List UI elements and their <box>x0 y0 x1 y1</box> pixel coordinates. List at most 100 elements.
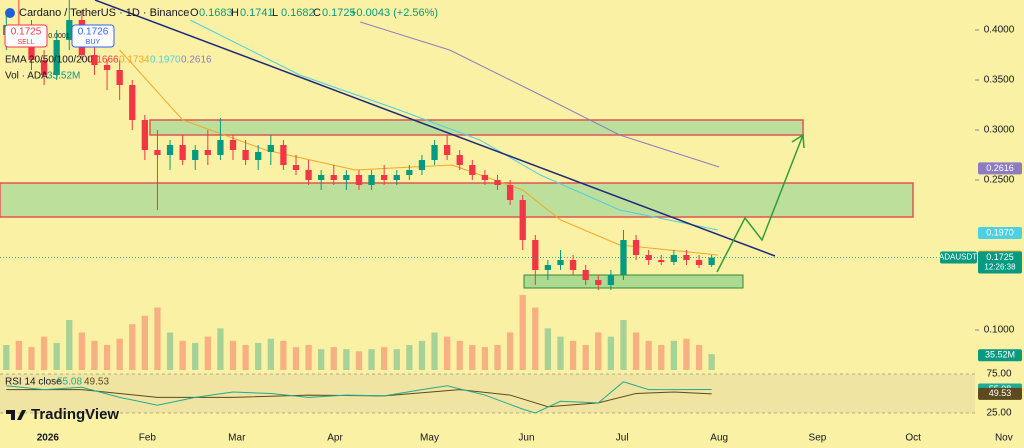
ema-line <box>360 21 720 168</box>
rsi-value: 55.08 <box>57 377 82 388</box>
candle-body <box>456 155 463 165</box>
ohlc-value: 0.1682 <box>281 7 315 19</box>
candle-body <box>66 20 73 40</box>
candle-body <box>532 240 539 270</box>
volume-bar <box>582 345 589 370</box>
candle-body <box>166 145 174 155</box>
axes: 75.00 25.00 0.4000 0.3500 0.3000 0.2500 0.1000… <box>37 25 1022 444</box>
rsi-line <box>6 381 712 414</box>
candle-body <box>355 175 363 185</box>
chart-title: Cardano / TetherUS · 1D · Binance <box>19 7 189 19</box>
candle-body <box>255 152 262 160</box>
ema-line <box>119 49 718 256</box>
volume-bar <box>381 347 388 370</box>
volume-bar <box>443 336 451 370</box>
candle-body <box>582 270 589 280</box>
candle-body <box>494 180 501 185</box>
ohlc-value: 0.1741 <box>240 7 274 19</box>
y-tick-label: 0.4000 <box>984 25 1015 36</box>
candle-body <box>658 260 665 262</box>
arrow-head <box>791 133 805 149</box>
volume-bar <box>179 340 186 370</box>
candle-body <box>607 275 615 285</box>
volume-bar <box>242 345 249 370</box>
volume-bar <box>456 340 463 370</box>
candle-body <box>595 280 602 285</box>
candle-body <box>154 150 161 155</box>
brand-logo <box>6 410 26 420</box>
volume-bar <box>204 336 211 370</box>
candle-body <box>91 55 98 65</box>
x-tick-label: Sep <box>809 433 827 444</box>
volume-bar <box>292 347 300 370</box>
x-tick-label: Jul <box>616 433 629 444</box>
x-tick-label: Feb <box>139 433 157 444</box>
buy-button[interactable] <box>71 24 115 48</box>
last-price-badge <box>978 251 1022 274</box>
ema-lines <box>119 19 720 256</box>
rsi-tick-label: 25.00 <box>986 408 1011 419</box>
zone <box>523 274 744 289</box>
candle-body <box>431 145 438 160</box>
x-tick-label: Aug <box>710 433 728 444</box>
rsi-badge-label: 49.53 <box>989 388 1012 398</box>
x-tick-label: Mar <box>228 433 246 444</box>
symbol-icon <box>5 8 15 18</box>
last-price-label: 0.1725 <box>986 252 1014 262</box>
sell-button[interactable] <box>4 24 48 48</box>
volume-bar <box>368 349 375 370</box>
candle-body <box>544 265 552 270</box>
drawings <box>0 119 914 289</box>
volume-bar <box>683 338 690 370</box>
volume-bar <box>519 295 526 370</box>
candle-body <box>179 145 186 160</box>
x-tick-label: Apr <box>327 433 343 444</box>
volume-bar <box>255 342 262 370</box>
volume-bar <box>129 324 136 370</box>
volume-bar <box>569 340 577 370</box>
sell-price[interactable]: 0.1725 <box>11 27 42 38</box>
candle-body <box>443 145 451 155</box>
volume-bar <box>645 340 652 370</box>
ema-value: 0.1970 <box>150 55 181 66</box>
candle-body <box>683 255 690 260</box>
volume-bar <box>506 332 514 370</box>
volume-bar <box>305 345 312 370</box>
candle-body <box>103 65 111 70</box>
volume-value: 35.52M <box>47 71 80 82</box>
candle-body <box>506 185 514 200</box>
volume-bar <box>318 349 325 370</box>
candle-body <box>129 85 136 120</box>
price-badge-label: 0.1970 <box>986 227 1014 237</box>
candle-body <box>40 60 48 75</box>
candle-body <box>620 240 627 275</box>
x-tick-label: Nov <box>995 433 1013 444</box>
volume-bar <box>229 340 237 370</box>
volume-bar <box>544 328 552 370</box>
volume-bar <box>40 336 48 370</box>
candle-body <box>557 260 564 265</box>
buy-price[interactable]: 0.1726 <box>78 27 109 38</box>
candle-body <box>280 145 287 165</box>
sell-label[interactable]: SELL <box>17 39 34 46</box>
ohlc-key: H <box>231 7 239 19</box>
buy-label[interactable]: BUY <box>86 39 101 46</box>
volume-label: Vol · ADA <box>5 71 48 82</box>
volume-bar <box>103 345 111 370</box>
volume-bar <box>91 340 98 370</box>
volume-bar <box>469 345 476 370</box>
ohlc-key: C <box>313 7 321 19</box>
ema-label: EMA 20/50/100/200 <box>5 55 93 66</box>
volume-bar <box>66 320 73 370</box>
y-tick-label: 0.2500 <box>984 175 1015 186</box>
overlays <box>0 0 975 414</box>
y-tick-label: 0.3500 <box>984 75 1015 86</box>
header: Cardano / TetherUS · 1D · Binance O 0.168… <box>4 7 438 423</box>
ohlc-value: 0.1725 <box>322 7 356 19</box>
volume-bar <box>670 340 677 370</box>
zone <box>0 182 914 218</box>
candle-body <box>116 70 123 85</box>
price-badge <box>978 162 1022 175</box>
ema-value: 0.1734 <box>119 55 150 66</box>
candle-body <box>141 120 148 150</box>
